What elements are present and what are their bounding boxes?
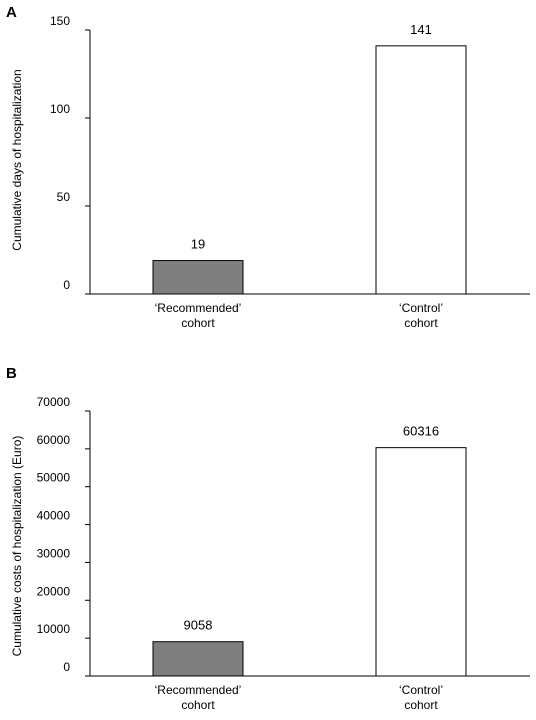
data-label: 60316 — [403, 424, 439, 439]
x-tick-label: cohort — [181, 316, 215, 330]
bar — [375, 447, 467, 677]
x-tick-label: cohort — [181, 698, 215, 712]
y-tick-label: 10000 — [37, 622, 71, 636]
x-tick-label: ‘Control’ — [399, 683, 443, 697]
chart-panel-a: A Cumulative days of hospitalization 0 50… — [6, 4, 530, 330]
bar-chart-b: 0 10000 20000 30000 40000 50000 60000 70000 9058… — [37, 395, 530, 712]
data-label: 19 — [191, 237, 205, 252]
panel-label-a: A — [6, 4, 17, 21]
y-tick-label: 150 — [50, 14, 70, 28]
bar — [375, 45, 467, 295]
x-tick-label: cohort — [404, 316, 438, 330]
bar-chart-a: 05010015019‘Recommended’cohort141‘Contro… — [50, 14, 530, 330]
y-tick-label: 50 — [57, 190, 71, 204]
y-tick-label: 0 — [63, 660, 70, 674]
y-tick-label: 40000 — [37, 509, 71, 523]
x-tick-label: cohort — [404, 698, 438, 712]
y-tick-label: 70000 — [37, 395, 71, 409]
bar — [152, 641, 244, 677]
y-tick-label: 0 — [63, 278, 70, 292]
y-tick-label: 30000 — [37, 546, 71, 560]
y-tick-label: 60000 — [37, 433, 71, 447]
panel-label-b: B — [6, 365, 17, 382]
data-label: 9058 — [184, 618, 213, 633]
chart-panel-b: B Cumulative costs of hospitalization (E… — [0, 360, 536, 720]
y-tick-label: 100 — [50, 102, 70, 116]
x-tick-label: ‘Recommended’ — [155, 683, 242, 697]
y-tick-label: 20000 — [37, 584, 71, 598]
y-tick-label: 50000 — [37, 471, 71, 485]
x-tick-label: ‘Control’ — [399, 301, 443, 315]
data-label: 141 — [410, 22, 432, 37]
bar — [152, 260, 244, 295]
x-tick-label: ‘Recommended’ — [155, 301, 242, 315]
